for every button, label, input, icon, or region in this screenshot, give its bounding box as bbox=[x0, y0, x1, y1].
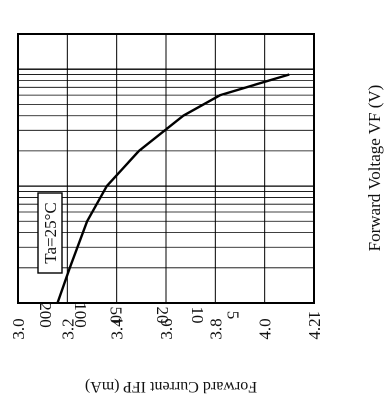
current-tick-label: 100 bbox=[71, 302, 90, 328]
voltage-tick-label: 3.6 bbox=[157, 318, 176, 339]
y-axis-title: Forward Voltage VF (V) bbox=[365, 85, 384, 252]
voltage-tick-label: 4.2 bbox=[305, 318, 324, 339]
current-tick-label: 10 bbox=[188, 307, 207, 324]
current-tick-label: 20 bbox=[153, 307, 172, 324]
annotation-text: Ta=25°C bbox=[41, 202, 60, 263]
current-tick-label: 50 bbox=[106, 307, 125, 324]
series-curve bbox=[56, 73, 290, 304]
voltage-tick-label: 4.0 bbox=[256, 318, 275, 339]
voltage-tick-label: 3.0 bbox=[9, 318, 28, 339]
current-tick-label: 1 bbox=[305, 311, 324, 320]
temperature-annotation: Ta=25°C bbox=[37, 192, 63, 274]
voltage-tick-label: 3.4 bbox=[108, 318, 127, 340]
current-tick-label: 5 bbox=[223, 311, 242, 320]
voltage-tick-label: 3.2 bbox=[58, 318, 77, 339]
tick-labels: 3.0 3.2 3.4 3.6 3.8 4.0 4.2 200 100 50 20 10 5 1 bbox=[9, 302, 324, 339]
voltage-tick-label: 3.8 bbox=[206, 318, 225, 339]
current-tick-label: 200 bbox=[36, 302, 55, 328]
gridlines bbox=[18, 34, 314, 303]
x-axis-title: Forward Current IFP (mA) bbox=[85, 378, 257, 395]
